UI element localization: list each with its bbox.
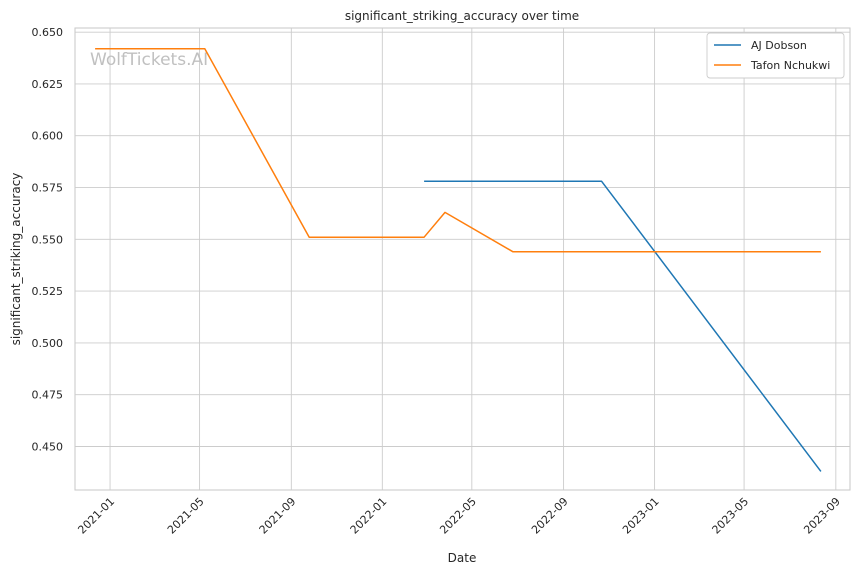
watermark: WolfTickets.AI: [90, 50, 208, 70]
y-axis-title: significant_striking_accuracy: [9, 173, 23, 346]
x-axis-title: Date: [448, 551, 477, 565]
y-tick-labels: 0.450 0.475 0.500 0.525 0.550 0.575 0.600 0.625…: [32, 26, 64, 453]
y-tick-label: 0.450: [32, 440, 64, 453]
legend-label-aj-dobson: AJ Dobson: [751, 39, 807, 52]
x-grid: [109, 28, 837, 490]
plot-frame: [74, 27, 851, 491]
y-tick-label: 0.650: [32, 26, 64, 39]
y-tick-label: 0.575: [32, 182, 64, 195]
series-layer: [95, 47, 822, 472]
y-tick-label: 0.600: [32, 130, 64, 143]
series-line-aj-dobson: [424, 180, 822, 472]
series-line-tafon-nchukwi: [95, 47, 821, 253]
legend: AJ Dobson Tafon Nchukwi: [706, 32, 845, 79]
y-tick-label: 0.625: [32, 78, 64, 91]
y-tick-label: 0.475: [32, 389, 64, 402]
legend-box: [706, 32, 845, 79]
y-tick-label: 0.500: [32, 337, 64, 350]
legend-label-tafon-nchukwi: Tafon Nchukwi: [750, 59, 830, 72]
chart-title: significant_striking_accuracy over time: [345, 9, 579, 23]
y-tick-label: 0.525: [32, 285, 64, 298]
y-grid: [75, 31, 850, 447]
y-tick-label: 0.550: [32, 233, 64, 246]
